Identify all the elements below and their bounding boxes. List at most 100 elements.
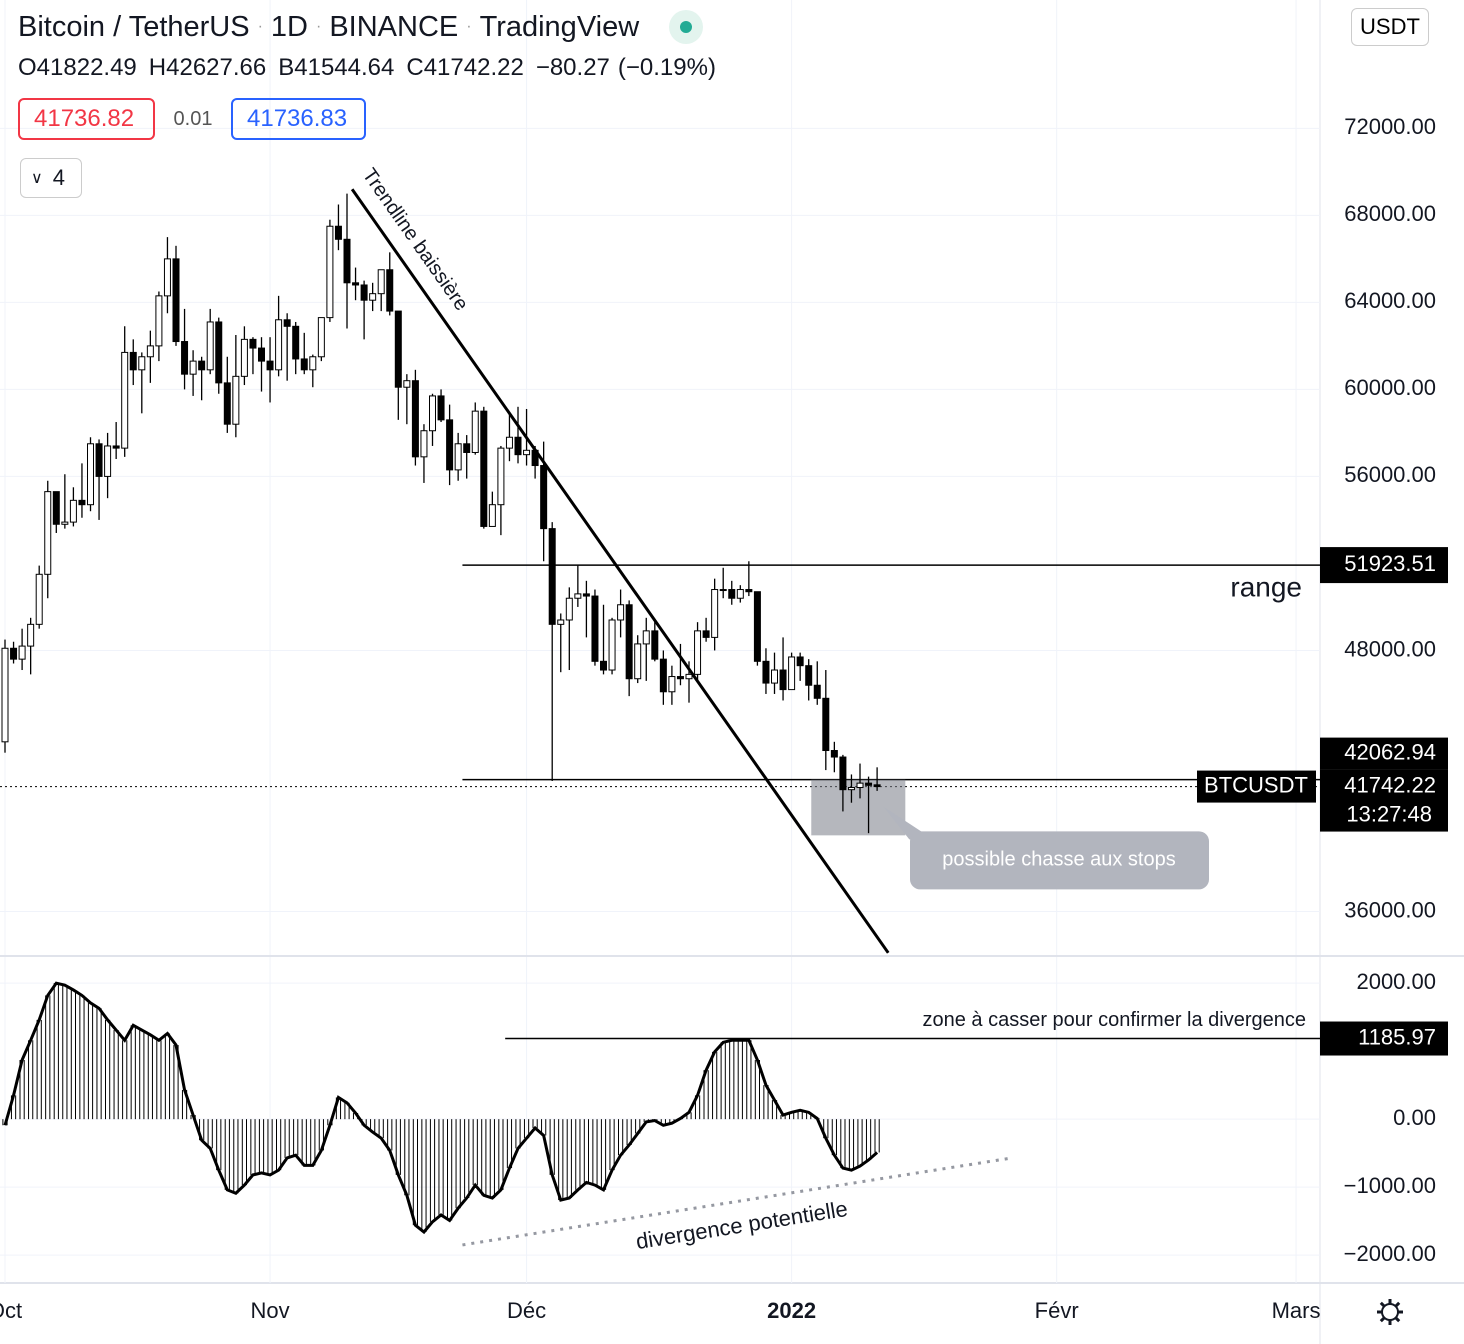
candle-body (121, 351, 129, 449)
right-scale (1320, 0, 1464, 1344)
trendline (350, 188, 890, 954)
ohlc-value: 41742.22 (423, 54, 524, 81)
candle-body (232, 375, 240, 425)
candle-body (463, 443, 471, 453)
ohlc-label: B (278, 54, 295, 81)
candle-body (181, 341, 189, 375)
candle-body (35, 573, 43, 625)
price-label: 51923.51 (1344, 551, 1436, 576)
x-tick-label: Déc (507, 1298, 546, 1323)
candle-body (548, 528, 556, 625)
indicators-toggle[interactable]: ∨ 4 (20, 158, 82, 198)
candle-body (429, 395, 437, 432)
interval[interactable]: 1D (270, 10, 308, 43)
candle-body (728, 589, 736, 599)
candle-body (249, 338, 257, 349)
candle-body (377, 269, 385, 295)
candle-body (796, 656, 804, 667)
candle-body (240, 338, 248, 377)
oscillator-line (3, 981, 879, 1235)
candle-body (309, 356, 317, 371)
candle-body (830, 750, 838, 758)
candle-body (104, 445, 112, 477)
candle-body (10, 647, 18, 660)
candle-body (369, 293, 377, 301)
change-pct: (−0.19%) (617, 54, 716, 81)
price-label: 42062.94 (1344, 739, 1436, 764)
candle-body (659, 658, 667, 693)
candle-body (856, 782, 864, 788)
ohlc-label: H (148, 54, 167, 81)
candle-body (617, 604, 625, 621)
candle-body (283, 319, 291, 327)
price-label-box (1320, 1021, 1448, 1056)
candle-body (352, 282, 360, 286)
ohlc-value: 41544.64 (294, 54, 395, 81)
ohlc-label: C (406, 54, 424, 81)
candle-body (651, 630, 659, 660)
candle-body (813, 684, 821, 699)
candle-body (873, 784, 881, 788)
y-tick-label: 2000.00 (1356, 969, 1436, 994)
y-tick-label: 36000.00 (1344, 897, 1436, 922)
candle-body (600, 660, 608, 671)
candle-body (625, 604, 633, 680)
candle-body (172, 258, 180, 343)
candle-body (779, 669, 787, 691)
symbol-label: BTCUSDT (1204, 772, 1308, 797)
chevron: ∨ (31, 170, 43, 187)
candle-body (497, 447, 505, 506)
status-dot (669, 10, 704, 44)
candle-body (488, 504, 496, 527)
source: TradingView (479, 10, 640, 43)
title-bar: Bitcoin / TetherUS · 1D · BINANCE · Trading… (18, 10, 704, 44)
candle-body (822, 697, 830, 752)
candle-body (258, 347, 266, 362)
candle-body (753, 591, 761, 662)
buy-button[interactable]: 41736.83 (231, 98, 366, 140)
spread: 0.01 (173, 107, 213, 130)
y-tick-label: 60000.00 (1344, 375, 1436, 400)
candle-body (27, 623, 35, 647)
trade-bar: 41736.82 0.01 41736.83 (18, 98, 366, 140)
candle-body (95, 443, 103, 477)
candle-body (668, 676, 676, 693)
callout-pointer (883, 806, 934, 840)
candle-body (112, 445, 120, 449)
gear-tooth (1394, 1301, 1401, 1308)
symbol-label-box (1197, 770, 1316, 803)
candle-body (736, 589, 744, 599)
candle-body (411, 380, 419, 458)
x-tick-label: Févr (1035, 1298, 1079, 1323)
candle-body (155, 295, 163, 347)
y-tick-label: 48000.00 (1344, 636, 1436, 661)
change: −80.27 (535, 54, 610, 81)
currency-button[interactable]: USDT (1351, 8, 1429, 46)
candle-body (386, 269, 394, 312)
candle-body (326, 225, 334, 319)
level-label: zone à casser pour confirmer la divergen… (922, 1009, 1306, 1031)
candle-body (540, 465, 548, 530)
candle-body (634, 643, 642, 680)
candle-body (771, 669, 779, 684)
candle-body (317, 317, 325, 358)
sell-button[interactable]: 41736.82 (18, 98, 155, 140)
price-label-box (1320, 769, 1448, 832)
candle-body (163, 258, 171, 297)
candle-body (711, 589, 719, 638)
candle-body (394, 310, 402, 388)
candle-body (334, 225, 342, 240)
y-tick-label: 56000.00 (1344, 462, 1436, 487)
candle-body (403, 380, 411, 388)
candle-body (523, 449, 531, 456)
gear-tooth (1394, 1316, 1401, 1323)
candle-body (847, 786, 855, 791)
candle-body (694, 630, 702, 675)
candle-body (78, 499, 86, 506)
y-tick-label: 72000.00 (1344, 114, 1436, 139)
settings-button[interactable] (1377, 1299, 1403, 1325)
candle-body (18, 645, 26, 660)
candle-body (266, 360, 274, 371)
candle-body (839, 756, 847, 791)
